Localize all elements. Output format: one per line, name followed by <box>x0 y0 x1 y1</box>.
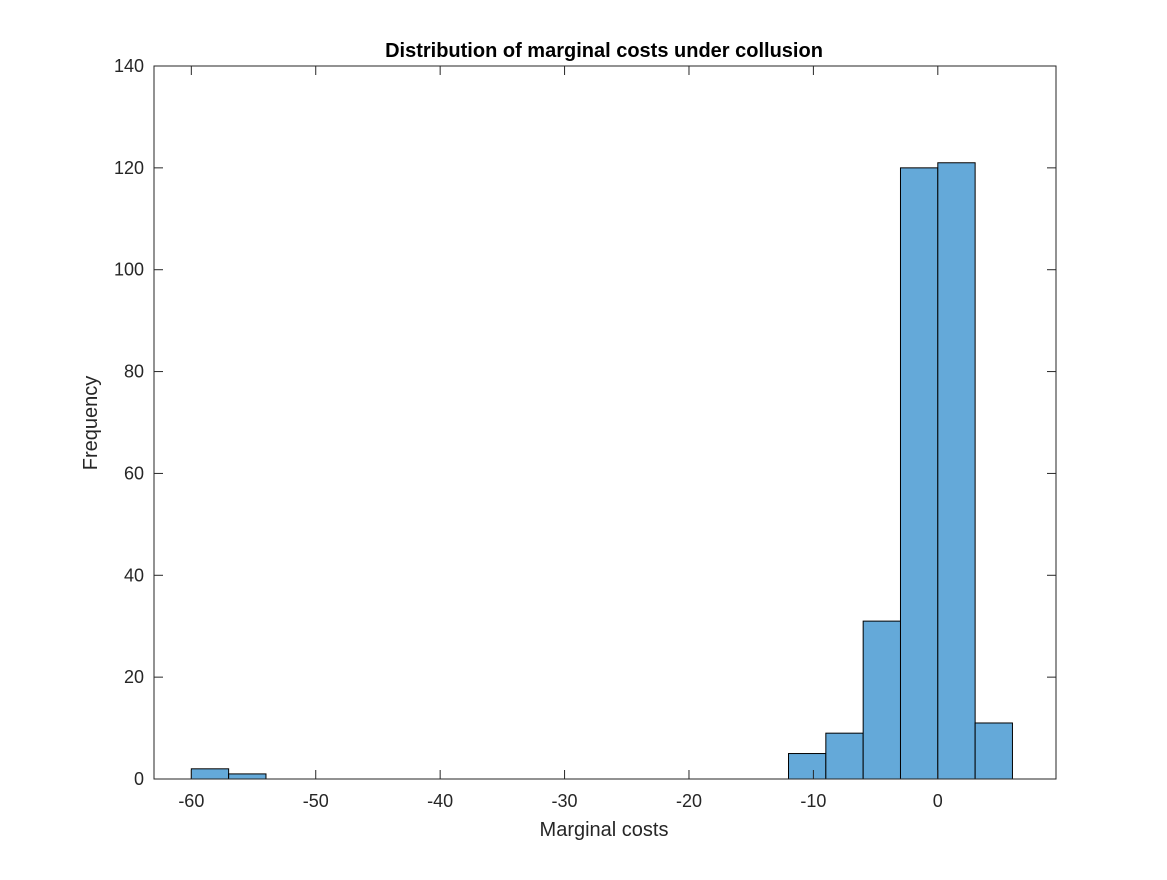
chart-title: Distribution of marginal costs under col… <box>385 40 823 62</box>
histogram-bar <box>974 722 1013 780</box>
x-tick-label: -30 <box>552 791 578 811</box>
histogram-bar <box>862 620 901 780</box>
y-tick-label: 40 <box>124 565 144 585</box>
plot-frame <box>153 65 1057 780</box>
histogram-bar <box>190 768 230 780</box>
histogram-bar <box>937 162 976 780</box>
y-tick-label: 120 <box>114 158 144 178</box>
y-tick-label: 80 <box>124 362 144 382</box>
x-tick-label: -60 <box>178 791 204 811</box>
y-tick-label: 140 <box>114 56 144 76</box>
x-tick-label: -40 <box>427 791 453 811</box>
x-tick-label: 0 <box>933 791 943 811</box>
y-tick-label: 0 <box>134 769 144 789</box>
histogram-bar <box>825 732 864 780</box>
histogram-bar <box>899 167 939 780</box>
x-axis-label: Marginal costs <box>540 819 669 841</box>
x-tick-label: -10 <box>800 791 826 811</box>
y-tick-label: 100 <box>114 260 144 280</box>
histogram-bar <box>228 773 267 780</box>
y-tick-label: 60 <box>124 463 144 483</box>
y-tick-label: 20 <box>124 667 144 687</box>
bars-group <box>190 162 1013 780</box>
histogram-bar <box>788 753 827 780</box>
x-tick-label: -50 <box>303 791 329 811</box>
ticks-group: -60 -50 -40 -30 -20 -10 0 0 20 40 60 80 100 120 140 <box>114 56 1056 811</box>
x-tick-label: -20 <box>676 791 702 811</box>
y-axis-label: Frequency <box>80 376 102 471</box>
